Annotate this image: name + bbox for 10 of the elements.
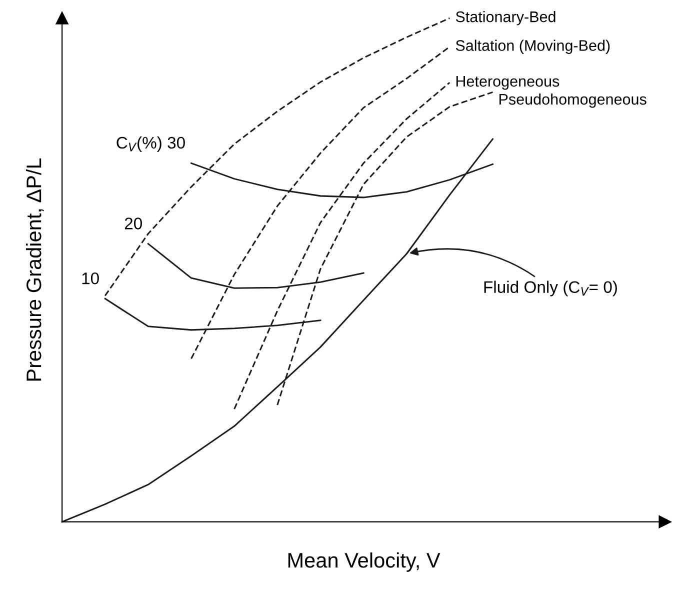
series-label: Pseudohomogeneous <box>500 93 646 108</box>
y-axis-title: Pressure Gradient, ΔP/L <box>26 158 44 381</box>
series-label: C$_{V}$(%) 30 <box>116 136 185 152</box>
series-label: Stationary-Bed <box>456 11 556 26</box>
series-label: 10 <box>82 272 99 284</box>
x-axis-title: Mean Velocity, V <box>288 552 440 572</box>
annotation: Fluid Only (C$_{V}$= 0) <box>484 280 617 296</box>
series-label: Heterogeneous <box>456 76 560 90</box>
series-label: 20 <box>124 218 142 230</box>
series-label: Saltation (Moving-Bed) <box>456 40 610 54</box>
